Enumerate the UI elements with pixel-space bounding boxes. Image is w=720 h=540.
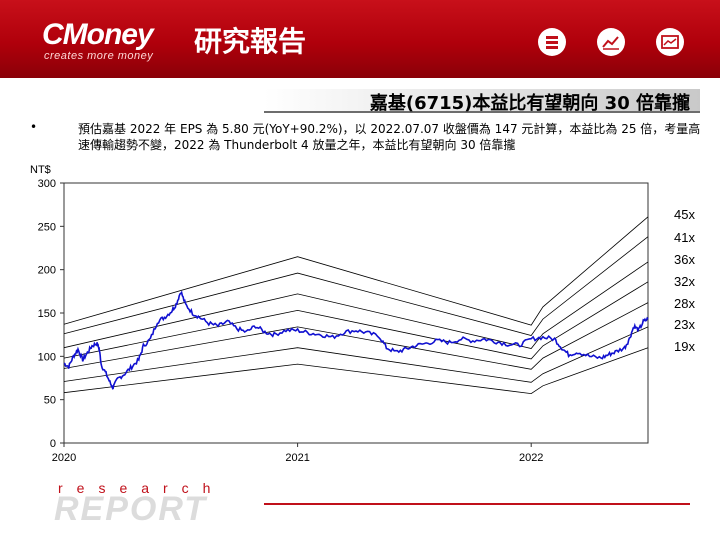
y-axis-label: NT$: [30, 164, 51, 176]
x-tick-label: 2021: [285, 452, 309, 464]
pe-band-line-28x: [63, 302, 649, 370]
y-tick-label: 50: [44, 395, 56, 407]
footer-research-text: research: [58, 480, 225, 496]
pe-band-line-45x: [63, 216, 649, 326]
x-tick-label: 2022: [519, 452, 543, 464]
pe-band-line-41x: [63, 236, 649, 336]
pe-band-line-23x: [63, 326, 649, 383]
pe-band-label-45x: 45x: [674, 207, 695, 222]
pe-band-line-32x: [63, 281, 649, 360]
pe-band-label-36x: 36x: [674, 252, 695, 267]
y-tick-label: 200: [38, 265, 56, 277]
picture-chart-icon[interactable]: [656, 28, 684, 56]
y-tick-label: 100: [38, 351, 56, 363]
bullet-text: 預估嘉基 2022 年 EPS 為 5.80 元(YoY+90.2%)，以 20…: [78, 122, 701, 152]
price-line: [63, 290, 649, 390]
y-tick-label: 150: [38, 308, 56, 320]
bullet-marker: •: [30, 120, 38, 134]
logo-cn-text: 研究報告: [194, 25, 307, 58]
footer-report-text: REPORT: [54, 490, 208, 528]
pe-band-line-36x: [63, 261, 649, 349]
coins-icon[interactable]: [538, 28, 566, 56]
x-tick-label: 2020: [52, 452, 76, 464]
pe-band-label-19x: 19x: [674, 339, 695, 354]
tagline: creates more money: [44, 50, 154, 62]
pe-band-label-41x: 41x: [674, 230, 695, 245]
footer-rule: [264, 503, 690, 505]
pe-band-label-23x: 23x: [674, 317, 695, 332]
pe-band-line-19x: [63, 347, 649, 395]
plot-area: [63, 182, 649, 444]
slide-title-bar: 嘉基(6715)本益比有望朝向 30 倍靠攏: [264, 89, 700, 114]
pe-band-label-28x: 28x: [674, 296, 695, 311]
y-tick-label: 0: [50, 438, 56, 450]
y-tick-label: 300: [38, 178, 56, 190]
pe-band-label-32x: 32x: [674, 274, 695, 289]
header-banner: CMoney 研究報告 creates more money: [0, 0, 720, 78]
y-tick-label: 250: [38, 221, 56, 233]
line-chart-icon[interactable]: [597, 28, 625, 56]
slide-title: 嘉基(6715)本益比有望朝向 30 倍靠攏: [369, 93, 690, 114]
cmoney-logo: CMoney: [42, 18, 154, 51]
